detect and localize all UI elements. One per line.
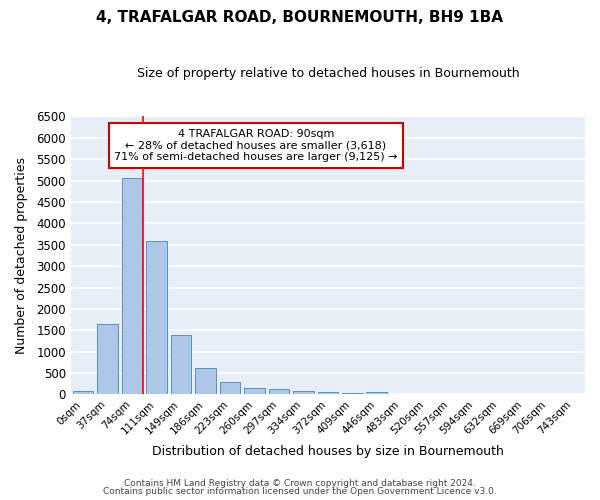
Bar <box>317 392 338 394</box>
Text: Contains HM Land Registry data © Crown copyright and database right 2024.: Contains HM Land Registry data © Crown c… <box>124 478 476 488</box>
Y-axis label: Number of detached properties: Number of detached properties <box>15 157 28 354</box>
X-axis label: Distribution of detached houses by size in Bournemouth: Distribution of detached houses by size … <box>152 444 504 458</box>
Bar <box>367 392 387 394</box>
Bar <box>269 390 289 394</box>
Bar <box>146 242 167 394</box>
Text: 4, TRAFALGAR ROAD, BOURNEMOUTH, BH9 1BA: 4, TRAFALGAR ROAD, BOURNEMOUTH, BH9 1BA <box>97 10 503 25</box>
Bar <box>97 324 118 394</box>
Text: Contains public sector information licensed under the Open Government Licence v3: Contains public sector information licen… <box>103 487 497 496</box>
Bar <box>73 391 94 394</box>
Bar <box>244 388 265 394</box>
Bar <box>342 392 363 394</box>
Title: Size of property relative to detached houses in Bournemouth: Size of property relative to detached ho… <box>137 68 519 80</box>
Text: 4 TRAFALGAR ROAD: 90sqm
← 28% of detached houses are smaller (3,618)
71% of semi: 4 TRAFALGAR ROAD: 90sqm ← 28% of detache… <box>114 129 398 162</box>
Bar <box>122 178 142 394</box>
Bar <box>220 382 241 394</box>
Bar <box>170 334 191 394</box>
Bar <box>293 390 314 394</box>
Bar <box>195 368 216 394</box>
